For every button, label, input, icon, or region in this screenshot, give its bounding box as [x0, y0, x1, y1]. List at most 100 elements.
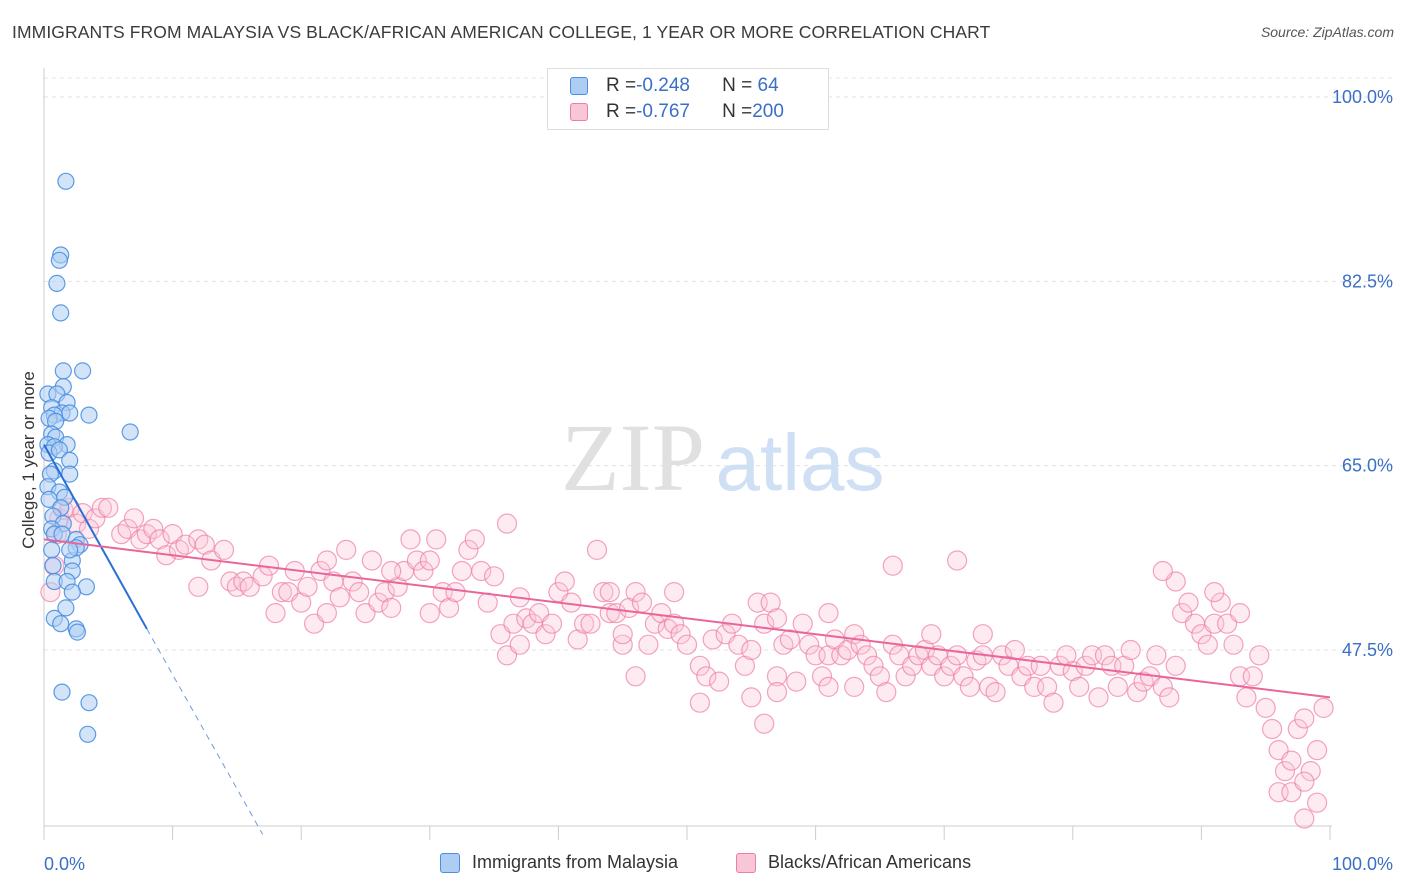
point-blacks [818, 602, 839, 624]
trend-line-malaysia [43, 444, 148, 630]
point-malaysia [40, 490, 58, 508]
point-blacks [477, 592, 498, 613]
point-blacks [1229, 602, 1251, 624]
point-blacks [818, 676, 839, 698]
point-blacks [1274, 760, 1296, 782]
point-blacks [368, 592, 389, 613]
point-blacks [484, 566, 505, 587]
point-malaysia [80, 406, 98, 424]
point-malaysia [50, 251, 69, 269]
point-malaysia [54, 362, 72, 380]
point-blacks [702, 629, 723, 650]
point-blacks [663, 581, 685, 603]
y-tick-labels: 100.0% 82.5% 65.0% 47.5% [1332, 87, 1393, 660]
point-blacks [625, 581, 646, 603]
point-blacks [895, 666, 916, 687]
point-malaysia [52, 304, 70, 322]
legend-label-blacks: Blacks/African Americans [768, 852, 972, 872]
point-blacks [799, 634, 820, 655]
point-malaysia [44, 557, 62, 575]
point-blacks [1306, 792, 1328, 813]
legend-item-malaysia: Immigrants from Malaysia [440, 852, 678, 873]
point-blacks [1107, 676, 1128, 698]
point-blacks [972, 624, 993, 645]
point-malaysia [53, 525, 71, 543]
point-blacks [1178, 592, 1199, 613]
chart-title: IMMIGRANTS FROM MALAYSIA VS BLACK/AFRICA… [12, 22, 991, 42]
legend-n-label: N = [722, 75, 753, 96]
point-blacks [516, 608, 537, 629]
point-blacks [381, 560, 402, 582]
point-blacks [1281, 750, 1302, 771]
point-malaysia [73, 362, 92, 380]
point-blacks [779, 629, 801, 650]
point-blacks [123, 508, 145, 529]
point-malaysia [79, 725, 97, 743]
point-blacks [1120, 639, 1141, 661]
point-blacks [959, 676, 981, 698]
legend-r-label: R = [606, 101, 637, 122]
point-blacks [1094, 645, 1116, 666]
point-malaysia [80, 694, 98, 712]
point-malaysia [61, 541, 79, 559]
point-blacks [1159, 687, 1180, 708]
legend-n-value: 200 [752, 101, 784, 122]
point-blacks [1210, 592, 1231, 613]
watermark-atlas: atlas [716, 418, 885, 507]
point-blacks [573, 613, 595, 634]
point-blacks [766, 681, 788, 703]
legend-item-blacks: Blacks/African Americans [736, 852, 971, 873]
point-malaysia [53, 683, 71, 701]
point-blacks [631, 592, 653, 613]
point-malaysia [121, 423, 139, 441]
point-blacks [471, 560, 492, 582]
point-blacks [612, 634, 633, 655]
legend-n-label: N = [722, 101, 753, 122]
point-blacks [708, 671, 730, 692]
point-blacks [445, 581, 466, 603]
point-blacks [921, 624, 942, 645]
point-blacks [349, 581, 370, 603]
point-blacks [856, 645, 878, 666]
point-blacks [98, 497, 119, 518]
point-blacks [361, 550, 382, 571]
point-blacks [831, 645, 852, 666]
point-blacks [612, 624, 633, 645]
point-blacks [509, 634, 530, 655]
point-blacks [316, 550, 337, 571]
point-blacks [297, 576, 318, 597]
point-blacks [1223, 634, 1244, 655]
y-tick-label: 65.0% [1342, 456, 1393, 476]
point-blacks [953, 666, 974, 687]
point-blacks [1043, 692, 1064, 713]
legend-swatch-blacks [736, 852, 756, 873]
point-blacks [316, 602, 337, 624]
point-blacks [329, 587, 350, 608]
point-blacks [863, 655, 884, 676]
point-blacks [882, 555, 903, 576]
legend-r-value: -0.248 [636, 75, 690, 96]
trend-line-blacks [43, 538, 1331, 699]
point-blacks [1294, 708, 1315, 729]
point-blacks [400, 529, 421, 550]
point-blacks [271, 581, 292, 603]
point-blacks [143, 518, 164, 540]
point-blacks [336, 539, 357, 561]
point-blacks [213, 539, 235, 561]
point-blacks [599, 581, 620, 603]
point-blacks [1146, 645, 1167, 666]
point-blacks [233, 571, 254, 592]
point-malaysia [50, 441, 69, 459]
point-blacks [741, 687, 762, 708]
legend-swatch-malaysia [440, 852, 460, 873]
point-malaysia [61, 404, 79, 422]
point-blacks [593, 581, 614, 603]
point-blacks [1030, 655, 1051, 676]
point-blacks [773, 634, 794, 655]
point-blacks [670, 624, 691, 645]
legend-r-label: R = [606, 75, 637, 96]
series-blacks-points [40, 497, 1334, 829]
y-tick-label: 82.5% [1342, 271, 1393, 291]
point-blacks [554, 571, 575, 592]
